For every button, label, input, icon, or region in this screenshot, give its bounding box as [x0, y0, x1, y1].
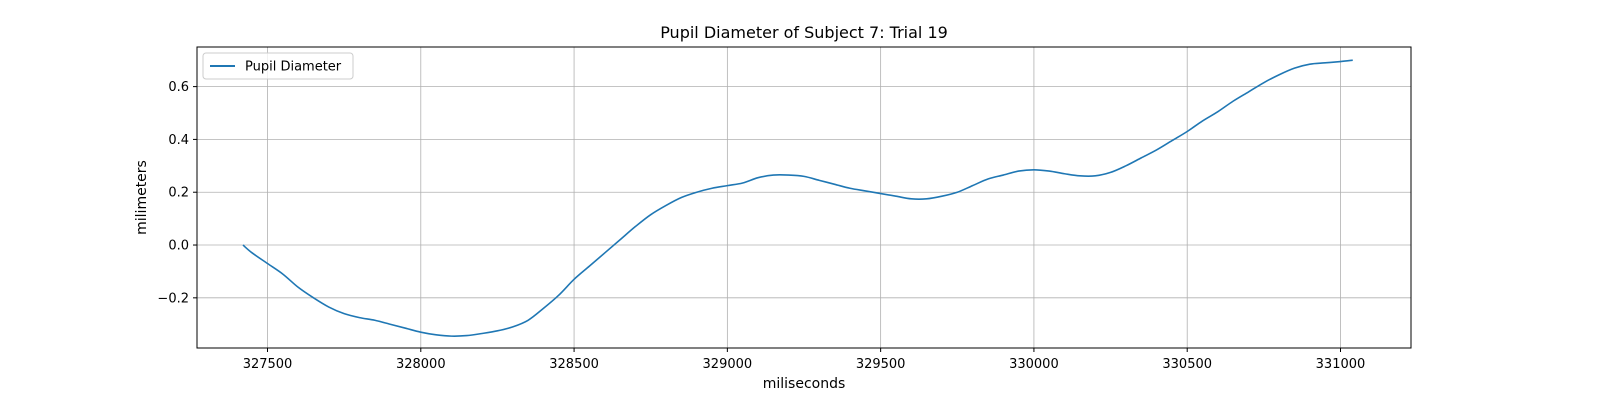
legend-label: Pupil Diameter: [245, 60, 342, 75]
chart-title: Pupil Diameter of Subject 7: Trial 19: [660, 23, 948, 42]
ticks: 327500 328000 328500 329000 329500 330000 3305…: [157, 80, 1365, 372]
y-tick-label: 0.6: [168, 80, 189, 95]
legend: Pupil Diameter: [202, 52, 354, 80]
x-tick-label: 330000: [1009, 357, 1059, 372]
x-tick-label: 329500: [856, 357, 906, 372]
plot-frame: [196, 46, 1412, 349]
y-tick-label: 0.2: [168, 186, 189, 201]
y-tick-label: 0.0: [168, 239, 189, 254]
x-tick-label: 329000: [703, 357, 753, 372]
x-tick-label: 328500: [549, 357, 599, 372]
x-tick-label: 330500: [1162, 357, 1212, 372]
x-tick-label: 331000: [1316, 357, 1366, 372]
y-tick-label: −0.2: [157, 291, 189, 306]
y-tick-label: 0.4: [168, 133, 189, 148]
grid: [197, 47, 1411, 348]
series-layer: [242, 59, 1353, 337]
y-axis-label: milimeters: [134, 160, 150, 235]
x-axis-label: miliseconds: [763, 376, 846, 392]
x-tick-label: 327500: [243, 357, 293, 372]
legend-box: [202, 52, 354, 80]
x-tick-label: 328000: [396, 357, 446, 372]
series-line-0: [242, 59, 1353, 337]
